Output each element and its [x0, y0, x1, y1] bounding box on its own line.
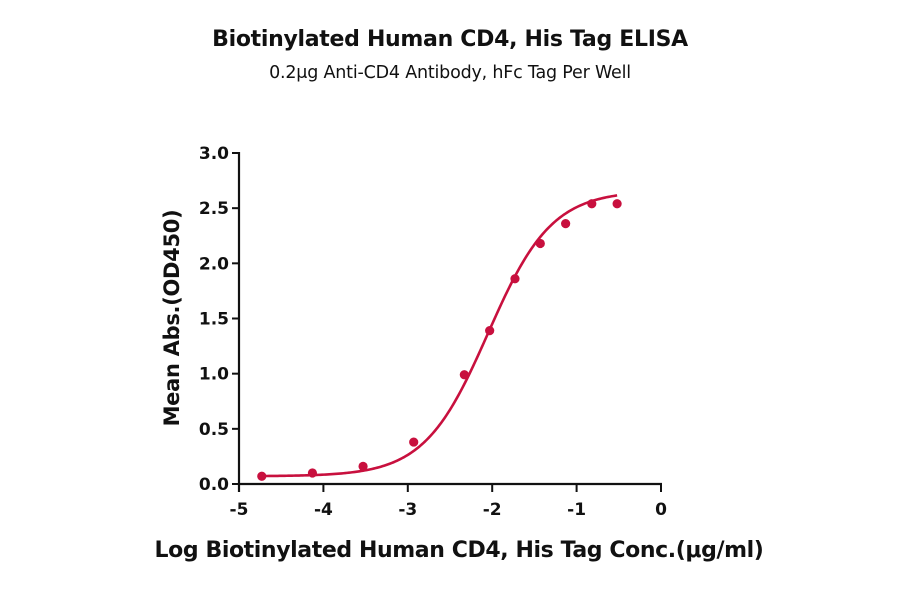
x-axis-label: Log Biotinylated Human CD4, His Tag Conc… [154, 538, 764, 563]
chart-title: Biotinylated Human CD4, His Tag ELISA [212, 27, 688, 52]
y-tick-label: 2.5 [199, 199, 229, 219]
data-point [510, 274, 520, 284]
y-tick-label: 1.5 [199, 310, 229, 330]
data-point [307, 468, 318, 478]
fit-curve [261, 194, 618, 478]
x-tick-label: -5 [230, 500, 249, 520]
data-point [587, 199, 597, 209]
fit-curve-path [261, 194, 618, 478]
x-tick-label: -1 [567, 500, 586, 520]
data-points [257, 199, 622, 481]
axes: 0.0 0.5 1.0 1.5 2.0 2.5 3.0 -5 -4 -3 -2 -1 0 [199, 144, 667, 520]
y-tick-label: 0.0 [199, 475, 229, 495]
data-point [459, 370, 469, 380]
x-tick-label: -2 [483, 500, 502, 520]
data-point [358, 461, 368, 471]
y-tick-label: 0.5 [199, 420, 229, 440]
y-tick-label: 3.0 [199, 144, 229, 164]
data-point [485, 326, 495, 336]
data-point [535, 238, 545, 249]
x-tick-label: -4 [314, 500, 333, 520]
x-tick-label: 0 [655, 500, 667, 520]
data-point [257, 471, 267, 481]
data-point [409, 437, 419, 447]
x-tick-label: -3 [398, 500, 417, 520]
data-point [561, 219, 571, 229]
data-point [612, 199, 622, 209]
y-tick-label: 2.0 [199, 254, 229, 274]
y-tick-label: 1.0 [199, 365, 229, 385]
y-axis-label: Mean Abs.(OD450) [160, 209, 184, 427]
chart-subtitle: 0.2μg Anti-CD4 Antibody, hFc Tag Per Wel… [269, 63, 631, 83]
